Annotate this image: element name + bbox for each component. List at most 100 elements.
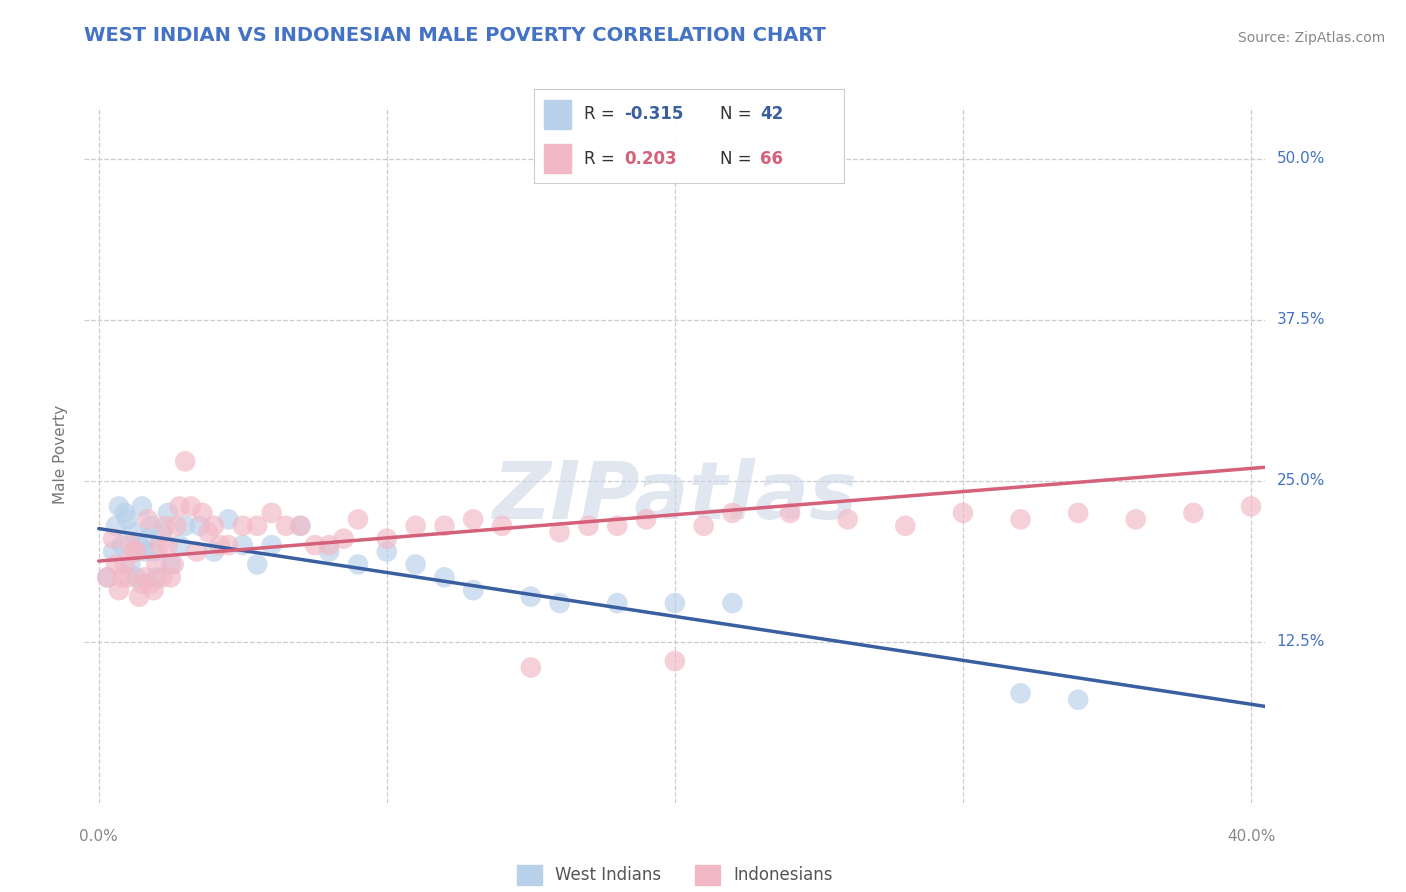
Point	[120, 538, 142, 552]
Point	[232, 538, 254, 552]
Point	[174, 454, 197, 468]
Point	[134, 544, 156, 558]
Point	[101, 532, 124, 546]
Text: 42: 42	[761, 105, 783, 123]
Point	[232, 518, 254, 533]
Point	[1326, 486, 1348, 500]
Text: Source: ZipAtlas.com: Source: ZipAtlas.com	[1237, 30, 1385, 45]
Point	[166, 518, 188, 533]
Point	[117, 570, 139, 584]
Text: 12.5%: 12.5%	[1277, 634, 1324, 649]
Point	[779, 506, 801, 520]
Point	[159, 570, 181, 584]
Point	[606, 518, 628, 533]
Text: WEST INDIAN VS INDONESIAN MALE POVERTY CORRELATION CHART: WEST INDIAN VS INDONESIAN MALE POVERTY C…	[84, 26, 827, 45]
Point	[188, 518, 211, 533]
Point	[260, 538, 283, 552]
Point	[142, 544, 165, 558]
Point	[246, 558, 269, 572]
Point	[1182, 506, 1205, 520]
Point	[114, 506, 136, 520]
Point	[150, 525, 173, 540]
Point	[125, 570, 148, 584]
Point	[131, 576, 153, 591]
Point	[153, 518, 176, 533]
Point	[375, 544, 398, 558]
Text: 0.203: 0.203	[624, 150, 676, 168]
Point	[548, 525, 571, 540]
Point	[837, 512, 859, 526]
Point	[186, 544, 208, 558]
Point	[156, 538, 179, 552]
Text: 40.0%: 40.0%	[1227, 830, 1275, 844]
Y-axis label: Male Poverty: Male Poverty	[53, 405, 69, 505]
Point	[636, 512, 658, 526]
Point	[463, 512, 485, 526]
Point	[111, 538, 134, 552]
Text: 50.0%: 50.0%	[1277, 151, 1324, 166]
Point	[1010, 512, 1032, 526]
Point	[117, 512, 139, 526]
Point	[318, 544, 340, 558]
Point	[894, 518, 917, 533]
Point	[1125, 512, 1147, 526]
Point	[156, 506, 179, 520]
Point	[114, 558, 136, 572]
Point	[217, 538, 239, 552]
Point	[128, 538, 150, 552]
Point	[692, 518, 714, 533]
Point	[405, 558, 427, 572]
Point	[197, 525, 219, 540]
Text: N =: N =	[720, 105, 756, 123]
Point	[405, 518, 427, 533]
Point	[202, 518, 225, 533]
Point	[721, 596, 744, 610]
Point	[131, 500, 153, 514]
Point	[136, 532, 159, 546]
Point	[347, 558, 370, 572]
Point	[433, 570, 456, 584]
Point	[108, 583, 131, 598]
Point	[290, 518, 312, 533]
Text: ZIPatlas: ZIPatlas	[492, 458, 858, 536]
Point	[520, 660, 543, 674]
Text: 25.0%: 25.0%	[1277, 473, 1324, 488]
Point	[105, 518, 128, 533]
Bar	[544, 100, 571, 129]
Point	[139, 518, 162, 533]
Point	[145, 558, 167, 572]
Point	[128, 590, 150, 604]
Point	[136, 512, 159, 526]
Point	[96, 570, 118, 584]
Point	[163, 558, 186, 572]
Point	[491, 518, 513, 533]
Bar	[544, 144, 571, 173]
Legend: West Indians, Indonesians: West Indians, Indonesians	[517, 864, 832, 885]
Point	[332, 532, 354, 546]
Point	[463, 583, 485, 598]
Point	[217, 512, 239, 526]
Point	[208, 538, 231, 552]
Point	[169, 500, 191, 514]
Point	[111, 570, 134, 584]
Point	[122, 525, 145, 540]
Text: 66: 66	[761, 150, 783, 168]
Point	[274, 518, 297, 533]
Point	[139, 576, 162, 591]
Text: 37.5%: 37.5%	[1277, 312, 1324, 327]
Point	[174, 518, 197, 533]
Point	[260, 506, 283, 520]
Point	[145, 570, 167, 584]
Point	[433, 518, 456, 533]
Text: N =: N =	[720, 150, 756, 168]
Point	[134, 570, 156, 584]
Point	[304, 538, 326, 552]
Point	[169, 538, 191, 552]
Text: R =: R =	[583, 150, 620, 168]
Point	[180, 500, 202, 514]
Point	[125, 544, 148, 558]
Point	[1067, 692, 1090, 706]
Point	[1067, 506, 1090, 520]
Point	[318, 538, 340, 552]
Point	[290, 518, 312, 533]
